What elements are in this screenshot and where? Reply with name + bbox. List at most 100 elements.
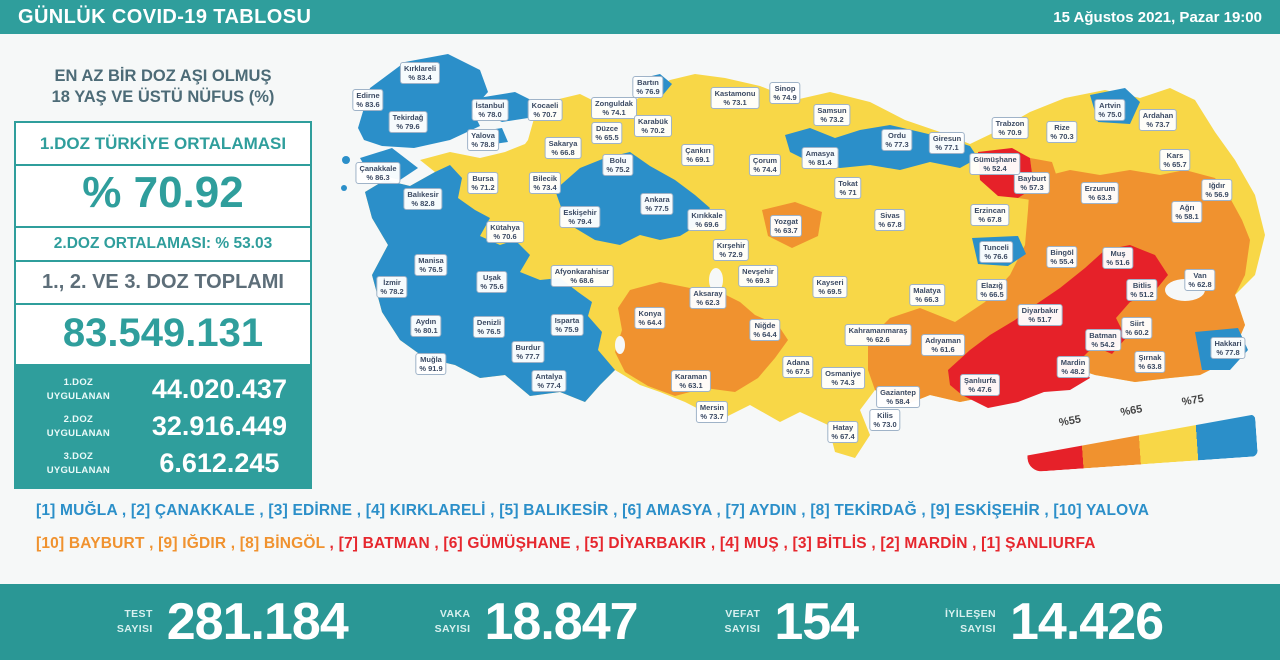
stat-value: 281.184 [166, 593, 349, 651]
province-label: Adıyaman% 61.6 [921, 334, 965, 356]
province-label: Bartın% 76.9 [632, 76, 664, 98]
province-label: Ağrı% 58.1 [1171, 201, 1203, 223]
rank-separator: , [706, 535, 720, 552]
dose1-average-box: 1.DOZ TÜRKİYE ORTALAMASI % 70.92 [14, 120, 312, 229]
province-label: Kırklareli% 83.4 [399, 62, 441, 84]
turkey-choropleth-map: Edirne% 83.6 Kırklareli% 83.4 Tekirdağ% 79… [330, 40, 1280, 472]
province-value: % 67.4 [831, 432, 855, 441]
stat-value: 14.426 [1010, 593, 1164, 651]
province-name: Eskişehir [563, 208, 597, 217]
province-label: Aydın% 80.1 [410, 315, 442, 337]
province-name: Van [1193, 271, 1207, 280]
province-name: Ankara [644, 195, 670, 204]
rank-item: [10] YALOVA [1053, 502, 1150, 519]
province-value: % 70.3 [1050, 132, 1074, 141]
province-label: Hatay% 67.4 [827, 421, 859, 443]
province-value: % 58.1 [1175, 212, 1199, 221]
province-value: % 66.5 [980, 290, 1004, 299]
province-value: % 74.1 [602, 108, 626, 117]
province-value: % 57.3 [1020, 183, 1044, 192]
dose1-average-value: % 70.92 [16, 164, 310, 226]
province-name: Adana [786, 358, 810, 367]
province-label: Balıkesir% 82.8 [403, 188, 443, 210]
province-label: Bursa% 71.2 [467, 172, 499, 194]
province-name: Diyarbakır [1021, 306, 1059, 315]
panel-title-line2: 18 YAŞ VE ÜSTÜ NÜFUS (%) [51, 88, 275, 107]
province-name: Kocaeli [531, 101, 559, 110]
province-value: % 60.2 [1125, 328, 1149, 337]
province-value: % 67.8 [978, 215, 1002, 224]
province-label: Diyarbakır% 51.7 [1017, 304, 1063, 326]
province-value: % 82.8 [411, 199, 435, 208]
rank-separator: , [711, 502, 726, 519]
province-value: % 63.8 [1138, 362, 1162, 371]
province-value: % 55.4 [1050, 257, 1074, 266]
province-label: Kilis% 73.0 [869, 409, 901, 431]
province-value: % 52.4 [983, 164, 1007, 173]
province-label: Çorum% 74.4 [748, 154, 782, 176]
province-value: % 70.2 [641, 126, 665, 135]
report-date: 15 Ağustos 2021, Pazar 19:00 [1053, 8, 1262, 26]
province-name: Tekirdağ [392, 113, 424, 122]
stat-value: 154 [774, 593, 859, 651]
header-bar: GÜNLÜK COVID-19 TABLOSU 15 Ağustos 2021,… [0, 0, 1280, 34]
province-label: Ardahan% 73.7 [1138, 109, 1178, 131]
province-value: % 77.7 [516, 352, 540, 361]
province-value: % 78.0 [478, 110, 502, 119]
rank-item: [9] IĞDIR [158, 535, 227, 552]
province-label: Şırnak% 63.8 [1134, 351, 1166, 373]
province-name: Mersin [699, 403, 725, 412]
province-value: % 61.6 [931, 345, 955, 354]
province-label: Bolu% 75.2 [602, 154, 634, 176]
province-name: Bayburt [1017, 174, 1047, 183]
province-value: % 65.5 [595, 133, 619, 142]
province-name: Mardin [1060, 358, 1086, 367]
rank-separator: , [144, 535, 159, 552]
province-label: Aksaray% 62.3 [689, 287, 727, 309]
province-name: Tokat [838, 179, 858, 188]
total-doses-value: 83.549.131 [14, 303, 312, 367]
province-name: Kırklareli [403, 64, 437, 73]
province-value: % 77.4 [537, 381, 561, 390]
province-name: Ordu [888, 131, 906, 140]
province-name: Nevşehir [742, 267, 774, 276]
province-label: Yozgat% 63.7 [769, 215, 803, 237]
province-value: % 74.4 [753, 165, 777, 174]
province-value: % 76.5 [419, 265, 443, 274]
province-value: % 70.9 [998, 128, 1022, 137]
province-value: % 67.5 [786, 367, 810, 376]
province-label: Mardin% 48.2 [1056, 356, 1090, 378]
province-name: Isparta [554, 316, 580, 325]
province-value: % 71 [839, 188, 857, 197]
province-value: % 69.5 [818, 287, 842, 296]
dose-row-label: 1.DOZ UYGULANAN [46, 376, 111, 402]
province-value: % 62.6 [866, 335, 890, 344]
province-value: % 66.3 [915, 295, 939, 304]
province-label: İzmir% 78.2 [376, 276, 408, 298]
province-label: Uşak% 75.6 [476, 271, 508, 293]
dose-row: 1.DOZ UYGULANAN 44.020.437 [22, 371, 304, 408]
rank-item: [6] AMASYA [622, 502, 712, 519]
province-value: % 58.4 [886, 397, 910, 406]
province-name: Erzurum [1084, 184, 1116, 193]
province-value: % 77.1 [935, 143, 959, 152]
province-name: Uşak [483, 273, 501, 282]
province-name: İzmir [383, 278, 401, 287]
province-label: Mersin% 73.7 [695, 401, 729, 423]
province-name: Giresun [932, 134, 962, 143]
province-value: % 83.6 [356, 100, 380, 109]
daily-stats-bar: TEST SAYISI 281.184 VAKA SAYISI 18.847 VEFAT SA… [0, 584, 1280, 660]
province-name: Gaziantep [880, 388, 916, 397]
rank-separator: , [485, 502, 500, 519]
province-value: % 63.7 [774, 226, 798, 235]
rank-separator: , [1039, 502, 1054, 519]
province-value: % 77.8 [1216, 348, 1240, 357]
province-label: Bilecik% 73.4 [528, 172, 562, 194]
province-label: Hakkari% 77.8 [1210, 337, 1246, 359]
province-name: Adıyaman [925, 336, 961, 345]
province-name: Denizli [476, 318, 502, 327]
province-name: Artvin [1099, 101, 1121, 110]
province-value: % 56.9 [1205, 190, 1229, 199]
province-name: Ağrı [1179, 203, 1195, 212]
province-label: Bayburt% 57.3 [1013, 172, 1051, 194]
